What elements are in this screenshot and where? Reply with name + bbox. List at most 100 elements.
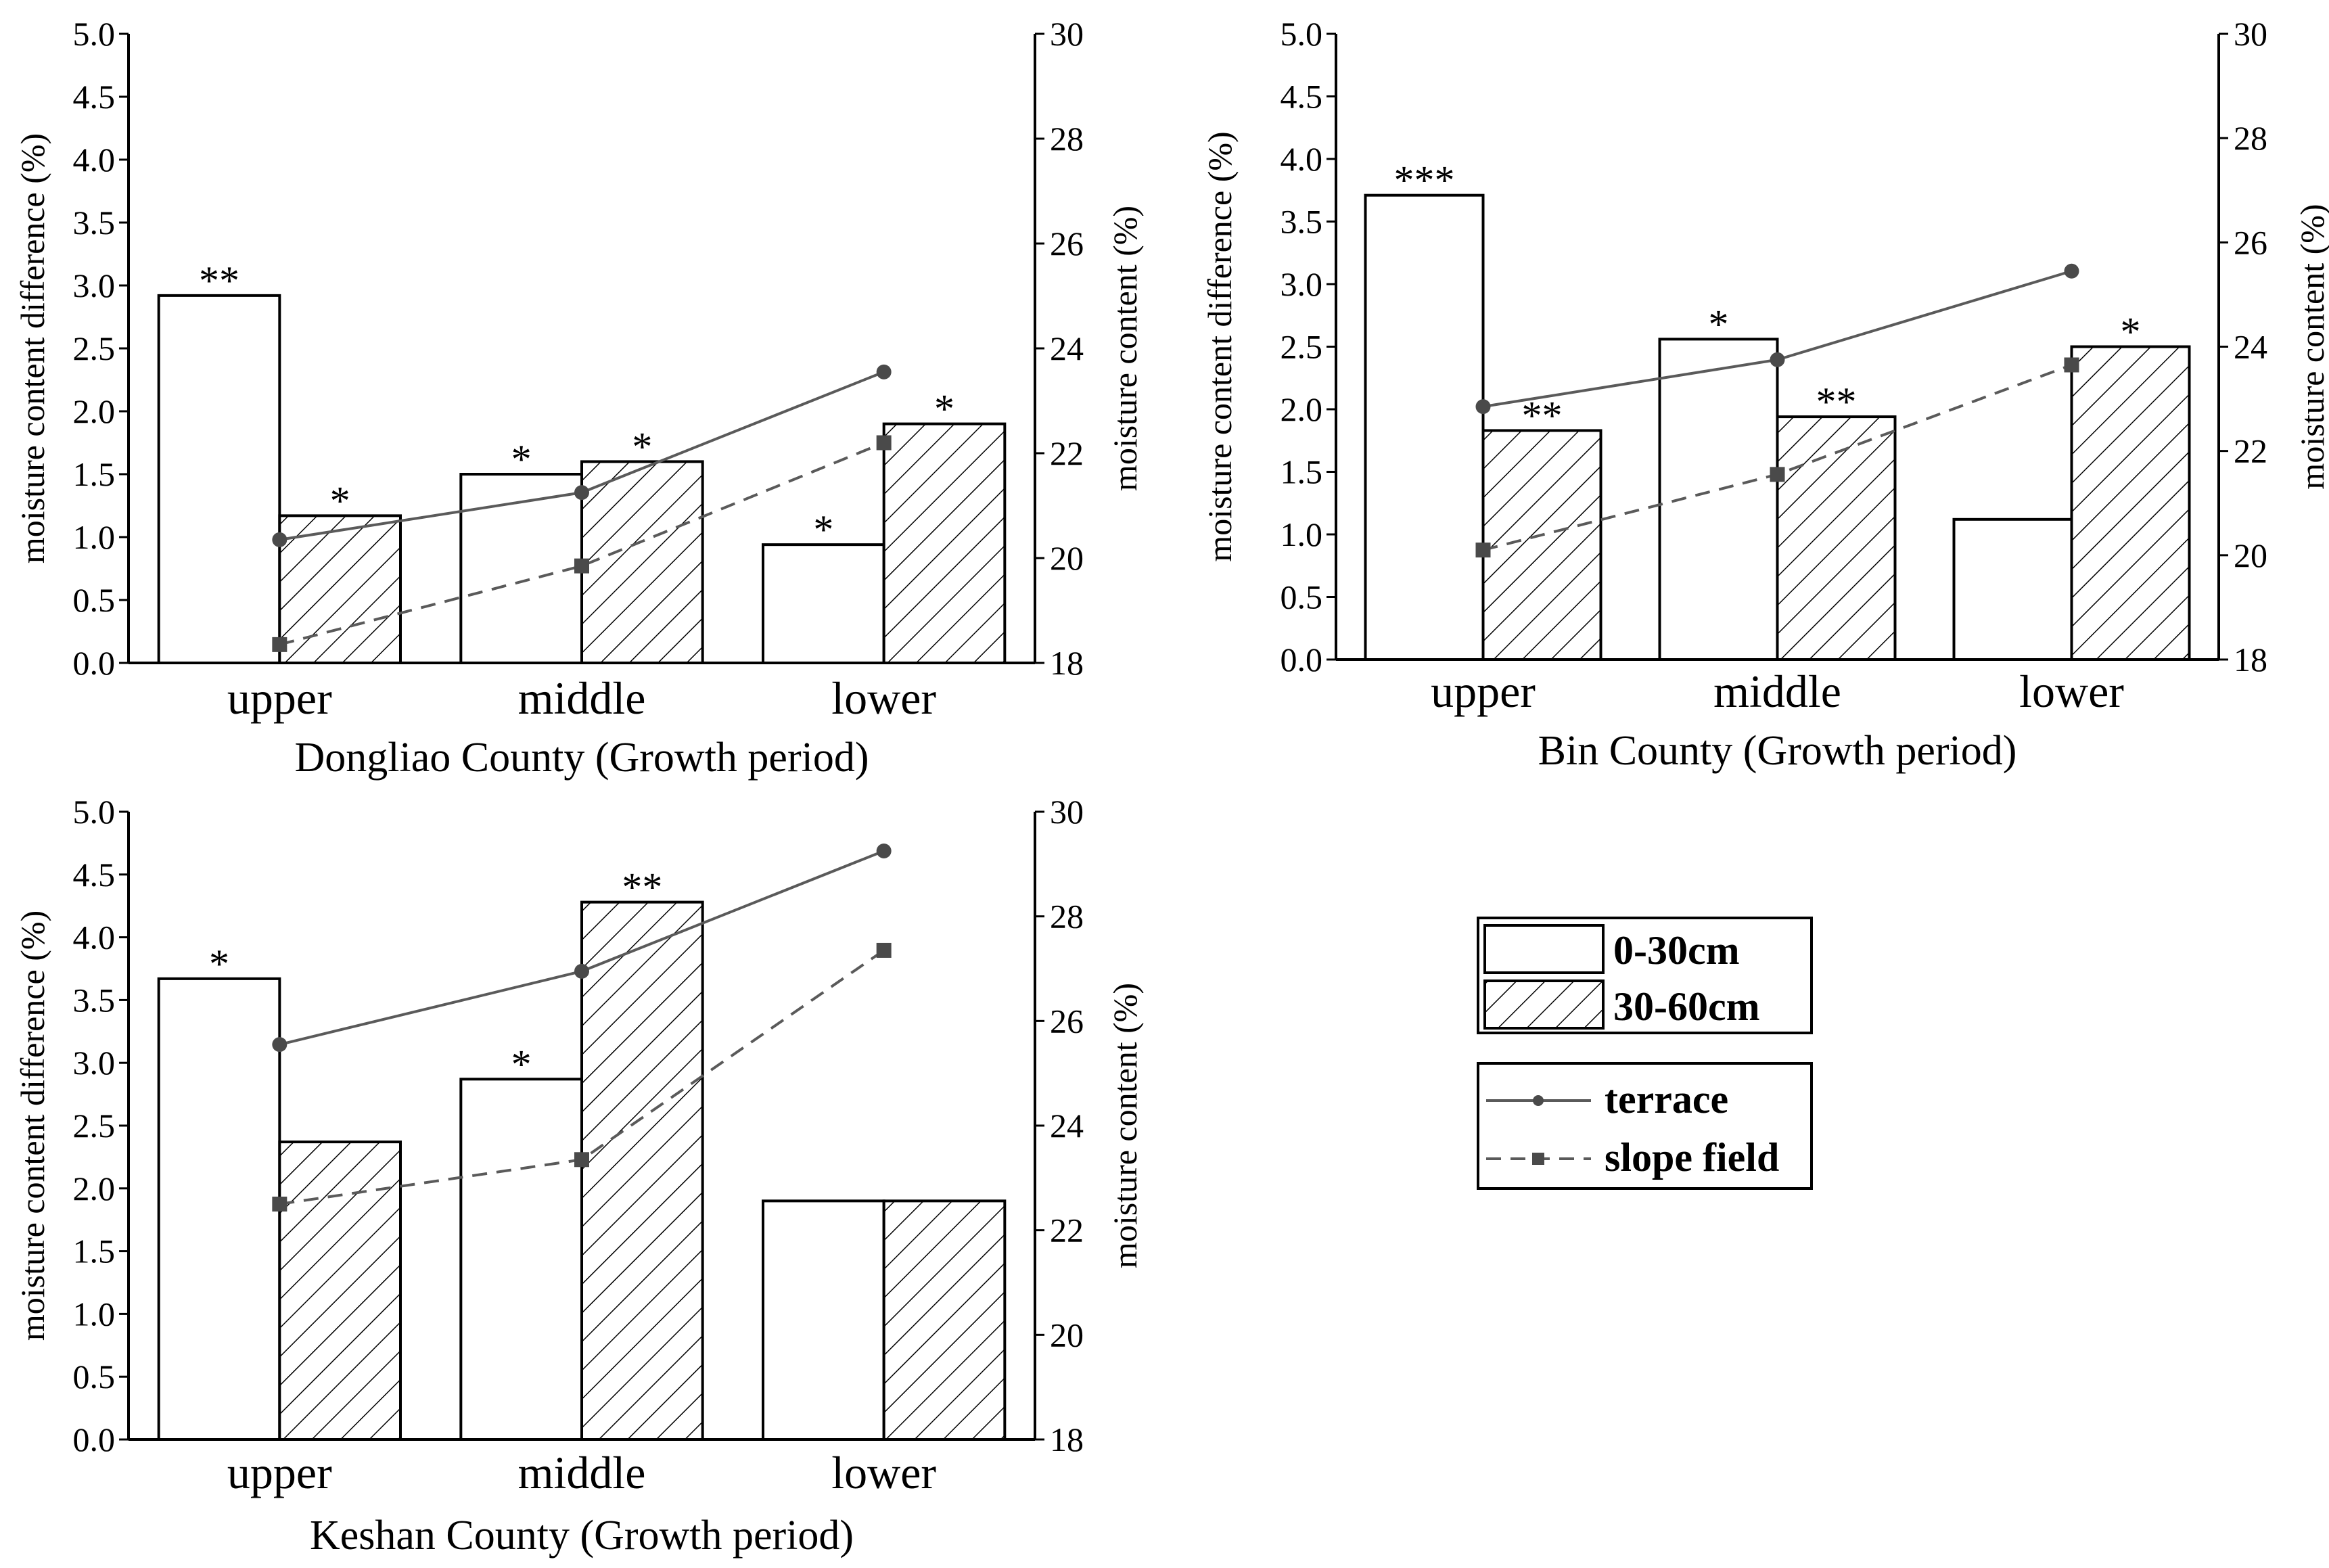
dongliao-bar-0-30cm-lower xyxy=(762,543,885,664)
dongliao-y2-tick-label: 26 xyxy=(1050,225,1084,262)
bin-category-label-middle: middle xyxy=(1713,666,1841,717)
keshan-terrace-point-lower xyxy=(876,844,892,858)
dongliao-line-slope-field xyxy=(279,441,885,646)
legend-hatched-swatch xyxy=(1483,979,1605,1030)
dongliao-y-tick-label: 4.0 xyxy=(73,141,116,179)
keshan-y-tick-label: 5.0 xyxy=(73,793,116,831)
legend-slope-marker xyxy=(1532,1153,1544,1165)
dongliao-chart-title: Dongliao County (Growth period) xyxy=(295,735,869,781)
bin-significance-mark: ** xyxy=(1816,379,1857,424)
keshan-y-tick-label: 0.0 xyxy=(73,1421,116,1458)
bin-y-tick-label: 3.0 xyxy=(1281,265,1323,303)
bin-y-axis-title: moisture content difference (%) xyxy=(1201,131,1239,561)
keshan-y-tick-label: 2.0 xyxy=(73,1170,116,1207)
keshan-y2-tick-label: 22 xyxy=(1050,1212,1084,1249)
bin-significance-mark: *** xyxy=(1394,158,1455,203)
keshan-y2-tick-label: 30 xyxy=(1050,793,1084,831)
keshan-terrace-point-upper xyxy=(272,1037,287,1053)
dongliao-significance-mark: * xyxy=(632,424,652,469)
dongliao-y2-tick-label: 24 xyxy=(1050,329,1084,367)
bin-y2-tick-label: 24 xyxy=(2234,328,2267,366)
keshan-y-axis-title: moisture content difference (%) xyxy=(14,910,51,1341)
dongliao-y-tick-label: 1.5 xyxy=(73,455,116,493)
bin-y-tick-label: 4.0 xyxy=(1281,140,1323,178)
dongliao-y-tick-label: 3.5 xyxy=(73,204,116,241)
bin-y-tick-label: 4.5 xyxy=(1281,78,1323,116)
dongliao-y2-tick-label: 30 xyxy=(1050,15,1084,53)
dongliao-y2-tick-label: 18 xyxy=(1050,644,1084,682)
dongliao-y-tick-label: 0.5 xyxy=(73,581,116,619)
dongliao-significance-mark: * xyxy=(934,387,954,432)
keshan-bar-0-30cm-upper xyxy=(157,977,281,1441)
bin-slope-field-point-upper xyxy=(1475,543,1491,558)
dongliao-bar-30-60cm-lower xyxy=(882,422,1007,664)
keshan-y-tick-label: 4.0 xyxy=(73,919,116,956)
bin-slope-field-point-middle xyxy=(1770,467,1785,482)
bin-significance-mark: * xyxy=(1709,302,1729,346)
bin-y2-tick-label: 20 xyxy=(2234,536,2267,574)
bin-slope-field-point-lower xyxy=(2064,357,2079,373)
dongliao-bar-0-30cm-upper xyxy=(157,294,281,664)
keshan-chart-title: Keshan County (Growth period) xyxy=(310,1513,854,1559)
bin-category-label-lower: lower xyxy=(2019,666,2124,717)
dongliao-significance-mark: * xyxy=(330,478,350,523)
bin-bar-0-30cm-lower xyxy=(1952,517,2073,661)
dongliao-terrace-point-upper xyxy=(272,532,287,547)
dongliao-category-label-middle: middle xyxy=(518,672,646,724)
dongliao-y-tick-label: 2.5 xyxy=(73,329,116,367)
dongliao-significance-mark: ** xyxy=(199,258,239,303)
keshan-slope-field-point-middle xyxy=(574,1152,589,1168)
legend-label-slope-field: slope field xyxy=(1605,1135,1779,1180)
keshan-bar-30-60cm-upper xyxy=(278,1140,402,1442)
bin-terrace-point-middle xyxy=(1770,352,1785,367)
dongliao-slope-field-point-upper xyxy=(272,637,287,652)
bin-y-tick-label: 0.0 xyxy=(1281,641,1323,678)
bin-y2-tick-label: 28 xyxy=(2234,119,2267,157)
legend-terrace-marker xyxy=(1533,1095,1544,1106)
bin-y-tick-label: 1.5 xyxy=(1281,453,1323,491)
dongliao-significance-mark: * xyxy=(813,507,833,552)
keshan-y-tick-label: 2.5 xyxy=(73,1107,116,1145)
legend-lines-box xyxy=(1477,1062,1813,1190)
keshan-category-label-upper: upper xyxy=(227,1447,332,1498)
keshan-bar-0-30cm-lower xyxy=(762,1199,885,1441)
dongliao-y-tick-label: 0.0 xyxy=(73,644,116,682)
dongliao-y-tick-label: 4.5 xyxy=(73,78,116,116)
bin-y-tick-label: 3.5 xyxy=(1281,203,1323,241)
keshan-significance-mark: * xyxy=(511,1042,532,1086)
keshan-chart-panel: ****0.00.51.01.52.02.53.03.54.04.55.0182… xyxy=(14,793,1144,1559)
bin-y2-axis-title: moisture content (%) xyxy=(2293,204,2329,489)
dongliao-bar-30-60cm-middle xyxy=(580,460,704,665)
keshan-bar-30-60cm-middle xyxy=(580,900,704,1441)
bin-y2-tick-label: 26 xyxy=(2234,223,2267,261)
bin-y-tick-label: 2.5 xyxy=(1281,328,1323,366)
dongliao-y2-tick-label: 20 xyxy=(1050,539,1084,577)
keshan-significance-mark: ** xyxy=(622,865,662,910)
dongliao-category-label-lower: lower xyxy=(831,672,936,724)
dongliao-bar-30-60cm-upper xyxy=(278,514,402,664)
dongliao-y2-tick-label: 28 xyxy=(1050,120,1084,158)
bin-chart-title: Bin County (Growth period) xyxy=(1538,728,2017,774)
keshan-y2-tick-label: 28 xyxy=(1050,898,1084,936)
keshan-y2-tick-label: 24 xyxy=(1050,1107,1084,1145)
dongliao-terrace-point-middle xyxy=(574,485,589,501)
keshan-y2-tick-label: 18 xyxy=(1050,1421,1084,1458)
keshan-terrace-point-middle xyxy=(574,963,589,979)
legend: 0-30cm 30-60cm terrace slope field xyxy=(1477,917,1813,1190)
keshan-y-tick-label: 3.5 xyxy=(73,981,116,1019)
dongliao-y-tick-label: 3.0 xyxy=(73,267,116,304)
dongliao-category-label-upper: upper xyxy=(227,672,332,724)
keshan-significance-mark: * xyxy=(209,942,229,986)
bin-y2-tick-label: 22 xyxy=(2234,432,2267,470)
bin-terrace-point-lower xyxy=(2064,263,2079,279)
dongliao-chart-panel: *******0.00.51.01.52.02.53.03.54.04.55.0… xyxy=(14,15,1144,781)
bin-significance-mark: * xyxy=(2121,310,2141,354)
dongliao-slope-field-point-lower xyxy=(876,435,892,451)
keshan-y2-axis-title: moisture content (%) xyxy=(1106,983,1144,1268)
dongliao-y-tick-label: 1.0 xyxy=(73,518,116,556)
bin-chart-panel: ****** ***0.00.51.01.52.02.53.03.54.04.55… xyxy=(1201,15,2329,774)
keshan-y-tick-label: 4.5 xyxy=(73,856,116,894)
bin-y2-tick-label: 18 xyxy=(2234,641,2267,678)
keshan-bar-30-60cm-lower xyxy=(882,1199,1007,1441)
